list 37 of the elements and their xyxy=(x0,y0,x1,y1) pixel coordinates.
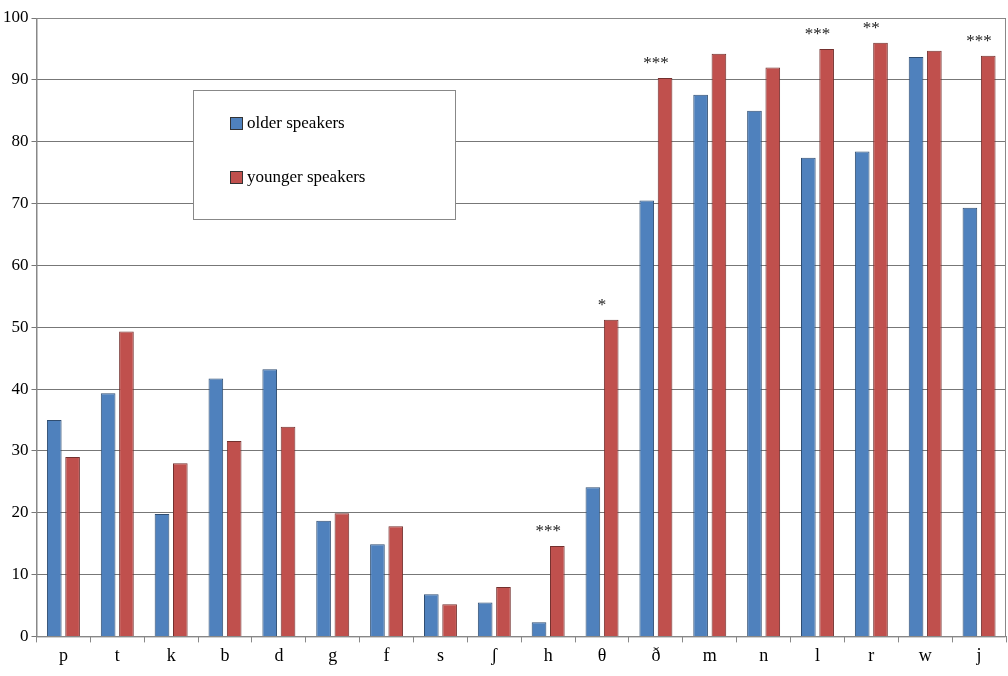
y-tick-label: 50 xyxy=(11,316,29,336)
x-tick-label: θ xyxy=(597,644,607,665)
y-tick-label: 40 xyxy=(11,378,29,398)
y-tick-label: 30 xyxy=(11,440,29,460)
x-tick-label: n xyxy=(759,644,769,665)
y-tick-label: 100 xyxy=(3,7,29,27)
y-tick-label: 70 xyxy=(11,192,29,212)
x-tick-label: ð xyxy=(651,644,661,665)
x-tick-label: p xyxy=(58,644,68,665)
x-tick-label: f xyxy=(383,644,390,665)
x-tick-label: d xyxy=(274,644,284,665)
x-tick-label: g xyxy=(328,644,338,665)
y-tick-label: 20 xyxy=(11,502,29,522)
y-tick-label: 60 xyxy=(11,254,29,274)
x-tick-label: s xyxy=(436,644,444,665)
x-tick-label: j xyxy=(975,644,982,665)
x-tick-label: ʃ xyxy=(490,644,499,665)
legend-label: younger speakers xyxy=(247,167,366,187)
legend-label: older speakers xyxy=(247,113,345,133)
x-tick-label: l xyxy=(814,644,820,665)
annotation: *** xyxy=(804,23,831,43)
x-tick-label: b xyxy=(220,644,230,665)
annotation: ** xyxy=(862,17,880,37)
x-tick-label: r xyxy=(868,644,875,665)
x-tick-label: h xyxy=(543,644,553,665)
annotation: *** xyxy=(535,521,561,541)
x-tick-label: t xyxy=(114,644,120,665)
x-tick-label: m xyxy=(702,644,717,665)
y-tick-label: 80 xyxy=(11,131,29,151)
x-tick-label: k xyxy=(166,644,176,665)
y-tick-label: 0 xyxy=(20,625,29,645)
y-tick-label: 90 xyxy=(11,69,29,89)
annotation: *** xyxy=(643,52,669,72)
annotation: *** xyxy=(966,30,992,50)
annotation: * xyxy=(597,294,607,314)
y-tick-label: 10 xyxy=(11,564,29,584)
x-tick-label: w xyxy=(918,644,932,665)
